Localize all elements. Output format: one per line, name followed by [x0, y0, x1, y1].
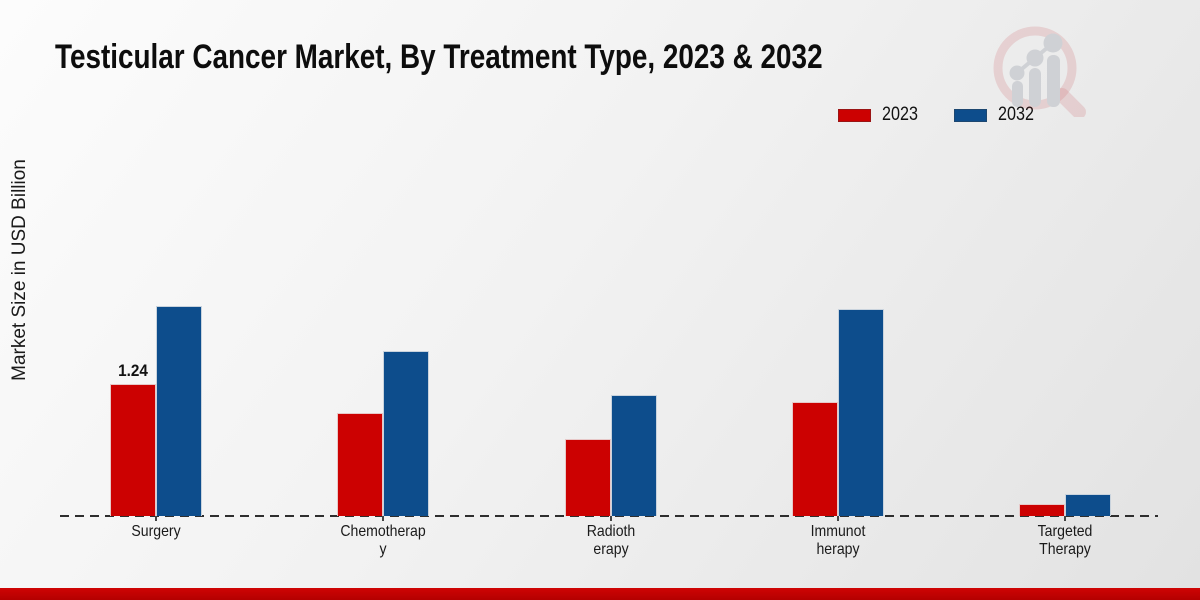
category-label-radiotherapy: Radioth erapy — [526, 523, 696, 559]
legend-item-2023: 2023 — [838, 104, 924, 126]
legend-swatch-2023 — [838, 108, 871, 122]
category-label-line: Therapy — [1039, 541, 1092, 558]
category-label-line: erapy — [592, 541, 629, 558]
x-axis-tick — [155, 516, 157, 521]
legend-item-2032: 2032 — [954, 104, 1040, 126]
category-label-line: Radioth — [586, 523, 635, 540]
x-axis-tick — [1064, 516, 1067, 521]
footer-accent-bar — [0, 588, 1200, 600]
x-axis-tick — [836, 516, 839, 521]
category-label-surgery: Surgery — [71, 523, 241, 541]
category-label-immunotherapy: Immunot herapy — [753, 523, 923, 559]
category-label-line: herapy — [816, 541, 860, 558]
legend: 2023 2032 — [838, 103, 1041, 127]
x-axis-tick — [609, 516, 612, 521]
bar-2032-chemotherapy — [383, 351, 430, 516]
bar-2032-immunotherapy — [837, 309, 884, 516]
legend-label-2032: 2032 — [998, 104, 1035, 125]
category-label-line: y — [379, 541, 387, 558]
bar-2023-chemotherapy — [337, 413, 384, 516]
category-label-line: Chemotherap — [340, 523, 426, 540]
category-label-line: Targeted — [1037, 523, 1093, 540]
bar-2032-surgery — [156, 306, 202, 516]
bar-2023-radiotherapy — [564, 439, 611, 516]
x-axis-tick — [382, 516, 385, 521]
bar-2023-targeted-therapy — [1019, 504, 1066, 516]
y-axis-label: Market Size in USD Billion — [9, 159, 30, 381]
legend-swatch-2032 — [954, 108, 988, 122]
bar-2023-surgery — [110, 384, 156, 516]
x-axis-baseline — [60, 515, 1158, 517]
chart-title: Testicular Cancer Market, By Treatment T… — [55, 38, 823, 76]
bar-2023-immunotherapy — [791, 402, 838, 516]
magnifier-growth-chart-icon — [993, 26, 1086, 117]
category-label-targeted-therapy: Targeted Therapy — [980, 523, 1150, 559]
category-label-chemotherapy: Chemotherap y — [298, 523, 468, 559]
bar-2032-radiotherapy — [610, 395, 657, 516]
category-label-line: Immunot — [810, 523, 866, 540]
bar-value-label-2023-surgery: 1.24 — [118, 361, 148, 380]
legend-label-2023: 2023 — [882, 104, 918, 125]
bar-2032-targeted-therapy — [1065, 494, 1112, 516]
category-label-line: Surgery — [131, 523, 181, 540]
